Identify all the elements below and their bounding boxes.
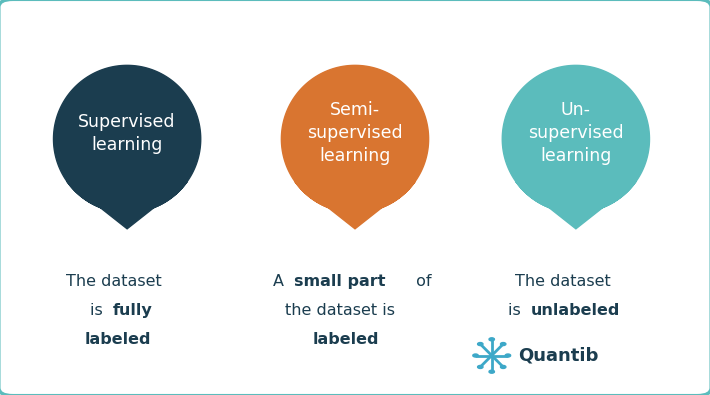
Text: The dataset: The dataset [66, 274, 162, 289]
Text: unlabeled: unlabeled [530, 303, 620, 318]
Text: Un-
supervised
learning: Un- supervised learning [528, 101, 623, 165]
Circle shape [478, 365, 483, 369]
Text: The dataset: The dataset [515, 274, 611, 289]
Text: the dataset is: the dataset is [285, 303, 395, 318]
Polygon shape [281, 65, 429, 229]
Text: of: of [410, 274, 431, 289]
Text: labeled: labeled [312, 333, 379, 347]
Text: labeled: labeled [84, 333, 151, 347]
Circle shape [506, 354, 510, 357]
Circle shape [501, 342, 506, 346]
Text: Quantib: Quantib [518, 346, 599, 365]
Text: is: is [508, 303, 525, 318]
Text: fully: fully [113, 303, 153, 318]
Polygon shape [53, 65, 201, 229]
Text: A: A [273, 274, 290, 289]
Circle shape [473, 354, 479, 357]
Text: Semi-
supervised
learning: Semi- supervised learning [307, 101, 403, 165]
Text: small part: small part [294, 274, 386, 289]
Circle shape [489, 370, 494, 373]
Polygon shape [502, 65, 650, 229]
Circle shape [489, 338, 494, 341]
Circle shape [478, 342, 483, 346]
Circle shape [501, 365, 506, 369]
Text: Supervised
learning: Supervised learning [78, 113, 176, 154]
Text: is: is [90, 303, 108, 318]
